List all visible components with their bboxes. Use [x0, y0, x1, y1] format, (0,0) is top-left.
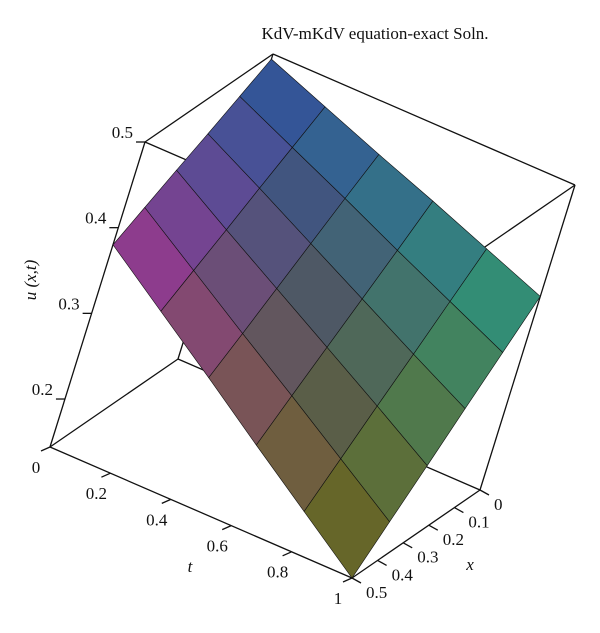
box-edge [144, 53, 274, 143]
tick-mark [40, 446, 51, 452]
x-tick-label: 0.4 [392, 565, 414, 584]
t-tick-label: 0.8 [267, 563, 288, 582]
t-tick-label: 1 [334, 589, 343, 608]
t-tick-label: 0.6 [207, 537, 228, 556]
z-tick-label: 0.5 [112, 123, 133, 142]
box-edge [49, 446, 353, 579]
box-edge [49, 358, 179, 448]
z-axis-label: u (x,t) [21, 259, 40, 300]
t-tick-label: 0.2 [86, 484, 107, 503]
tick-mark [282, 551, 292, 557]
tick-mark [428, 524, 439, 531]
z-tick-label: 0.3 [58, 294, 79, 313]
x-axis-label: x [465, 555, 474, 574]
x-tick-label: 0.2 [443, 530, 464, 549]
t-tick-label: 0 [32, 458, 41, 477]
z-tick-label: 0.4 [85, 209, 107, 228]
tick-mark [351, 577, 362, 584]
chart-title: KdV-mKdV equation-exact Soln. [261, 24, 488, 43]
tick-mark [342, 577, 353, 583]
x-tick-label: 0.1 [468, 513, 489, 532]
box-edge [479, 184, 576, 491]
box-edge [49, 141, 146, 448]
x-tick-label: 0.5 [366, 583, 387, 602]
tick-mark [221, 525, 232, 531]
x-tick-label: 0 [494, 495, 503, 514]
t-tick-label: 0.4 [146, 510, 168, 529]
tick-mark [161, 498, 172, 504]
t-axis-label: t [188, 557, 194, 576]
tick-mark [454, 507, 464, 514]
tick-mark [402, 542, 413, 549]
tick-mark [377, 559, 387, 566]
tick-mark [479, 489, 490, 496]
box-edge [272, 53, 576, 186]
x-tick-label: 0.3 [417, 548, 438, 567]
z-tick-label: 0.2 [32, 380, 53, 399]
box-edge [351, 489, 481, 579]
tick-mark [101, 472, 111, 478]
